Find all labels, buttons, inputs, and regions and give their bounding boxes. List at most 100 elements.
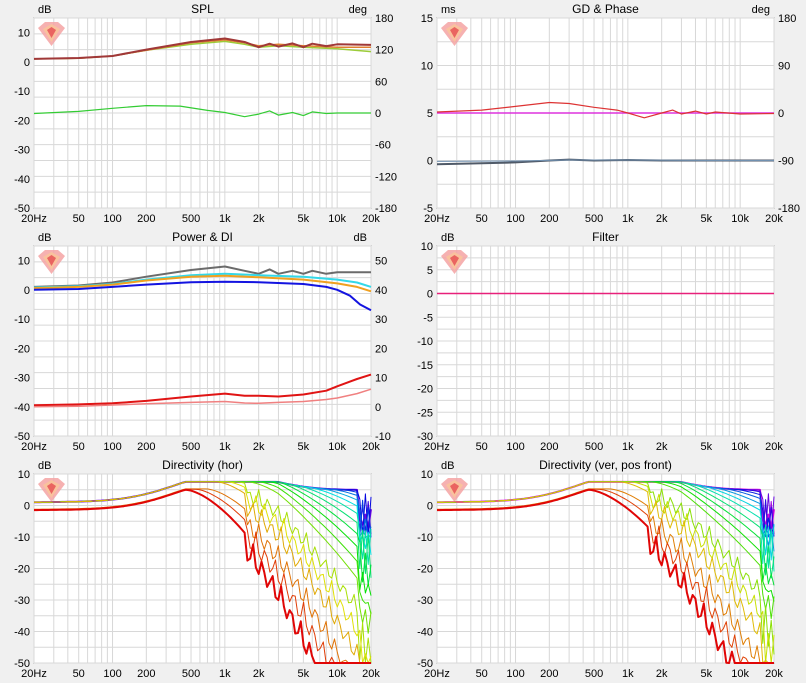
- chart-title: Filter: [592, 230, 619, 244]
- y-axis-unit: ms: [441, 4, 456, 16]
- y-tick-label: 0: [427, 156, 433, 168]
- y-tick-label: -40: [14, 402, 30, 414]
- y-tick-label: -5: [423, 203, 433, 215]
- y-tick-label: -20: [417, 564, 433, 576]
- series-line: [33, 280, 372, 312]
- x-tick-label: 20k: [362, 441, 380, 453]
- logo-gem-core: [450, 255, 459, 266]
- vituixcad-logo-icon: [38, 250, 65, 274]
- x-tick-label: 200: [540, 668, 558, 680]
- x-tick-label: 2k: [253, 441, 265, 453]
- y-tick-label: -20: [14, 115, 30, 127]
- vituixcad-logo-icon: [441, 478, 468, 502]
- x-tick-label: 2k: [656, 441, 668, 453]
- y2-tick-label: 0: [375, 402, 381, 414]
- y2-axis-unit: deg: [349, 4, 367, 16]
- y2-tick-label: 0: [778, 108, 784, 120]
- x-tick-label: 200: [540, 441, 558, 453]
- y-tick-label: 0: [427, 501, 433, 513]
- y2-tick-label: 90: [778, 61, 790, 73]
- y2-tick-label: -60: [375, 140, 391, 152]
- vituixcad-logo-icon: [441, 250, 468, 274]
- y-axis-unit: dB: [38, 4, 51, 16]
- x-tick-label: 20Hz: [21, 213, 47, 225]
- logo-gem-core: [450, 483, 459, 494]
- y2-tick-label: -90: [778, 156, 794, 168]
- y-tick-label: 10: [421, 61, 433, 73]
- chart-svg: 20Hz 50 100 200 500 1k 2k 5k 10k 20k1050-5-10-15-…: [417, 230, 783, 453]
- gd-phase-chart-panel: 20Hz 50 100 200 500 1k 2k 5k 10k 20k 15 10 5 0 -5 180 90…: [403, 0, 806, 228]
- x-tick-label: 10k: [731, 668, 749, 680]
- x-tick-label: 2k: [253, 213, 265, 225]
- x-tick-label: 5k: [298, 213, 310, 225]
- x-tick-label: 1k: [219, 213, 231, 225]
- y2-tick-label: 60: [375, 76, 387, 88]
- y-tick-label: -30: [14, 595, 30, 607]
- x-tick-label: 50: [476, 441, 488, 453]
- y-tick-label: -40: [14, 627, 30, 639]
- y-tick-label: 5: [427, 265, 433, 277]
- y-tick-label: 0: [24, 285, 30, 297]
- y-tick-label: 5: [427, 108, 433, 120]
- x-tick-label: 20Hz: [424, 441, 450, 453]
- y-tick-label: 15: [421, 13, 433, 25]
- y2-tick-label: 20: [375, 343, 387, 355]
- x-tick-label: 50: [73, 668, 85, 680]
- series-line: [33, 388, 372, 408]
- series-line: [34, 481, 371, 664]
- y-axis-unit: dB: [38, 460, 51, 472]
- y2-tick-label: 180: [375, 13, 393, 25]
- x-tick-label: 20k: [765, 213, 783, 225]
- x-tick-label: 50: [73, 441, 85, 453]
- series-line: [437, 481, 775, 664]
- y2-axis-unit: dB: [354, 232, 367, 244]
- chart-svg: 20Hz 50 100 200 500 1k 2k 5k 10k 20k100-10-20-30-…: [14, 2, 397, 225]
- x-tick-label: 200: [137, 441, 155, 453]
- x-tick-label: 10k: [328, 441, 346, 453]
- y-tick-label: 10: [18, 28, 30, 40]
- series-line: [33, 274, 372, 293]
- x-tick-label: 500: [182, 213, 200, 225]
- y2-tick-label: 0: [375, 108, 381, 120]
- x-tick-label: 500: [182, 668, 200, 680]
- chart-title: Power & DI: [172, 230, 233, 244]
- logo-gem-core: [47, 27, 56, 38]
- y-tick-label: 0: [427, 289, 433, 301]
- x-tick-label: 50: [476, 213, 488, 225]
- y2-tick-label: -180: [778, 203, 800, 215]
- y-tick-label: -30: [14, 145, 30, 157]
- x-tick-label: 20Hz: [424, 213, 450, 225]
- y-tick-label: -30: [417, 595, 433, 607]
- series-line: [33, 373, 372, 407]
- x-tick-label: 100: [506, 213, 524, 225]
- x-tick-label: 10k: [328, 668, 346, 680]
- filter-chart-panel: 20Hz 50 100 200 500 1k 2k 5k 10k 20k 10 5 0 -5 -10 -15-…: [403, 228, 806, 456]
- series-line: [33, 37, 372, 60]
- x-tick-label: 10k: [731, 441, 749, 453]
- x-tick-label: 200: [137, 213, 155, 225]
- y-tick-label: -50: [14, 203, 30, 215]
- chart-title: Directivity (ver, pos front): [539, 458, 672, 472]
- y-axis-unit: dB: [441, 232, 454, 244]
- y2-tick-label: 40: [375, 285, 387, 297]
- directivity-ver-chart-panel: 20Hz 50 100 200 500 1k 2k 5k 10k 20k 10 0 -10 -20 -30-…: [403, 456, 806, 683]
- x-tick-label: 1k: [219, 441, 231, 453]
- x-tick-label: 2k: [656, 668, 668, 680]
- logo-gem-core: [47, 255, 56, 266]
- x-tick-label: 50: [73, 213, 85, 225]
- power-di-chart-panel: 20Hz 50 100 200 500 1k 2k 5k 10k 20k 10 0 -10 -20 -30-…: [0, 228, 403, 456]
- y-axis-unit: dB: [441, 460, 454, 472]
- x-tick-label: 5k: [298, 668, 310, 680]
- series-line: [34, 488, 371, 664]
- y2-tick-label: 30: [375, 314, 387, 326]
- y-tick-label: -20: [14, 343, 30, 355]
- x-tick-label: 20Hz: [21, 668, 47, 680]
- y-tick-label: -10: [14, 532, 30, 544]
- series-line: [33, 265, 371, 288]
- vituixcad-logo-icon: [38, 22, 65, 46]
- y-tick-label: -30: [417, 431, 433, 443]
- chart-title: GD & Phase: [572, 2, 639, 16]
- vituixcad-logo-icon: [441, 22, 468, 46]
- y-tick-label: -50: [14, 431, 30, 443]
